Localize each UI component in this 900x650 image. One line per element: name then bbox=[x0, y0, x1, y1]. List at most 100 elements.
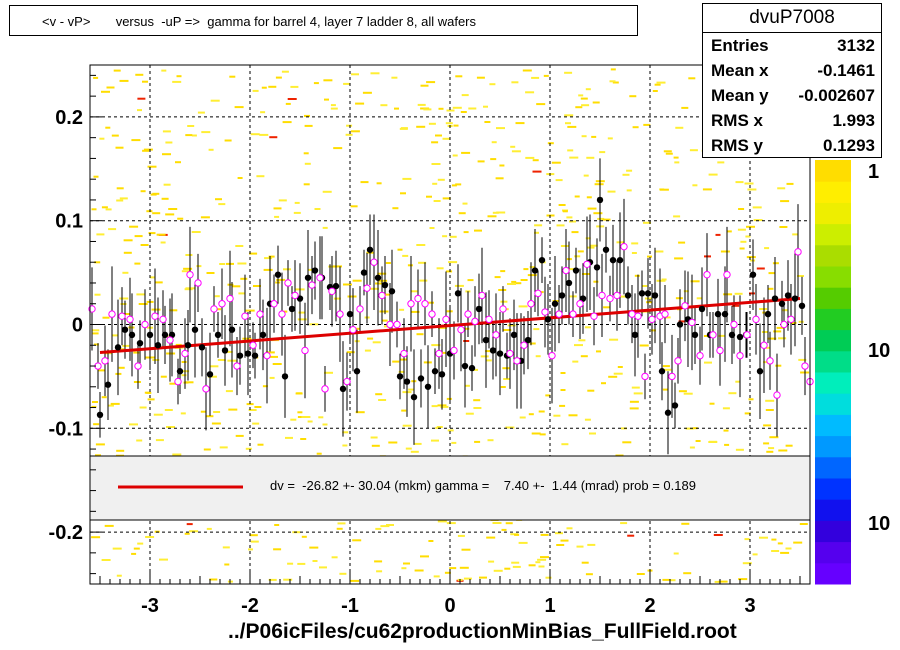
data-point-filled bbox=[176, 368, 184, 375]
data-point-open bbox=[118, 312, 126, 320]
heat-cell bbox=[568, 414, 578, 417]
heat-cell bbox=[586, 196, 592, 199]
heat-cell bbox=[403, 562, 410, 565]
heat-cell bbox=[301, 535, 307, 538]
data-point-filled bbox=[184, 342, 192, 349]
colorbar-cell bbox=[815, 562, 851, 585]
data-point-open bbox=[316, 274, 324, 282]
heat-cell bbox=[460, 111, 467, 113]
heat-cell bbox=[558, 204, 566, 206]
heat-cell bbox=[438, 107, 444, 110]
heat-cell bbox=[574, 344, 583, 347]
heat-cell bbox=[507, 324, 516, 327]
heat-cell bbox=[372, 341, 381, 344]
heat-cell bbox=[674, 257, 684, 260]
heat-cell bbox=[211, 422, 221, 425]
heat-cell bbox=[355, 411, 365, 414]
heat-cell bbox=[94, 261, 101, 264]
heat-cell bbox=[765, 346, 771, 349]
heat-cell bbox=[436, 426, 443, 428]
data-point-open bbox=[393, 320, 401, 329]
data-point-open bbox=[471, 317, 479, 326]
heat-cell bbox=[599, 151, 606, 154]
heat-cell bbox=[763, 361, 770, 364]
heat-cell bbox=[567, 149, 574, 152]
heat-cell bbox=[116, 574, 122, 577]
heat-cell bbox=[187, 125, 195, 127]
heat-cell bbox=[123, 251, 132, 254]
data-point-open bbox=[513, 357, 521, 365]
heat-cell bbox=[168, 208, 178, 210]
data-point-open bbox=[620, 242, 628, 251]
heat-cell bbox=[744, 412, 751, 415]
data-point-open bbox=[478, 291, 486, 300]
heat-cell bbox=[436, 267, 444, 270]
heat-cell bbox=[756, 267, 765, 270]
colorbar-cell bbox=[815, 202, 851, 225]
heat-cell bbox=[392, 207, 399, 210]
heat-cell bbox=[112, 547, 122, 550]
heat-cell bbox=[534, 231, 539, 234]
data-point-filled bbox=[664, 409, 672, 416]
heat-cell bbox=[392, 360, 400, 363]
heat-cell bbox=[798, 320, 804, 323]
heat-cell bbox=[376, 570, 383, 573]
heat-cell bbox=[136, 293, 146, 296]
heat-cell bbox=[131, 552, 137, 555]
data-point-filled bbox=[558, 292, 566, 299]
stats-row-mean-x: Mean x -0.1461 bbox=[703, 58, 881, 83]
heat-cell bbox=[553, 414, 561, 417]
heat-cell bbox=[663, 316, 671, 319]
heat-cell bbox=[96, 233, 105, 236]
data-point-open bbox=[450, 346, 458, 355]
chart-title: <v - vP> versus -uP => gamma for barrel … bbox=[9, 5, 638, 36]
heat-cell bbox=[123, 239, 133, 242]
heat-cell bbox=[683, 572, 692, 575]
heat-cell bbox=[587, 389, 595, 392]
heat-cell bbox=[118, 366, 125, 369]
data-point-filled bbox=[228, 326, 236, 333]
heat-cell bbox=[662, 365, 670, 368]
heat-cell bbox=[260, 111, 266, 114]
heat-cell bbox=[92, 401, 98, 403]
data-point-filled bbox=[136, 339, 144, 347]
heat-cell bbox=[429, 227, 435, 229]
data-point-filled bbox=[353, 368, 361, 375]
heat-cell bbox=[217, 359, 226, 361]
data-point-open bbox=[386, 320, 394, 329]
data-point-open bbox=[760, 341, 768, 349]
heat-cell bbox=[290, 418, 297, 421]
heat-cell bbox=[282, 121, 292, 124]
heat-cell bbox=[411, 290, 418, 293]
data-point-open bbox=[569, 310, 577, 318]
heat-cell bbox=[488, 560, 495, 563]
heat-cell bbox=[560, 389, 566, 391]
heat-cell bbox=[129, 225, 139, 228]
heat-cell bbox=[734, 292, 743, 295]
heat-cell bbox=[319, 566, 327, 569]
data-point-open bbox=[278, 310, 286, 318]
heat-cell bbox=[746, 225, 755, 228]
heat-cell bbox=[154, 281, 163, 284]
heat-cell bbox=[122, 271, 129, 274]
data-point-filled bbox=[475, 305, 483, 313]
heat-cell bbox=[238, 292, 246, 295]
heat-cell bbox=[416, 333, 424, 336]
fit-legend-text: dv = -26.82 +- 30.04 (mkm) gamma = 7.40 … bbox=[270, 478, 696, 493]
heat-cell bbox=[285, 436, 293, 439]
heat-cell bbox=[675, 297, 683, 300]
heat-cell bbox=[771, 538, 777, 541]
heat-cell bbox=[177, 217, 184, 220]
data-point-open bbox=[126, 315, 134, 324]
heat-cell bbox=[431, 141, 439, 144]
heat-cell bbox=[759, 308, 768, 310]
heat-cell bbox=[116, 449, 125, 452]
data-point-open bbox=[321, 385, 329, 393]
heat-cell bbox=[263, 268, 273, 271]
heat-cell bbox=[274, 215, 280, 218]
data-point-filled bbox=[609, 256, 617, 264]
heat-cell bbox=[388, 441, 398, 444]
data-point-filled bbox=[531, 267, 539, 274]
heat-cell bbox=[639, 344, 649, 347]
heat-cell bbox=[722, 407, 730, 410]
